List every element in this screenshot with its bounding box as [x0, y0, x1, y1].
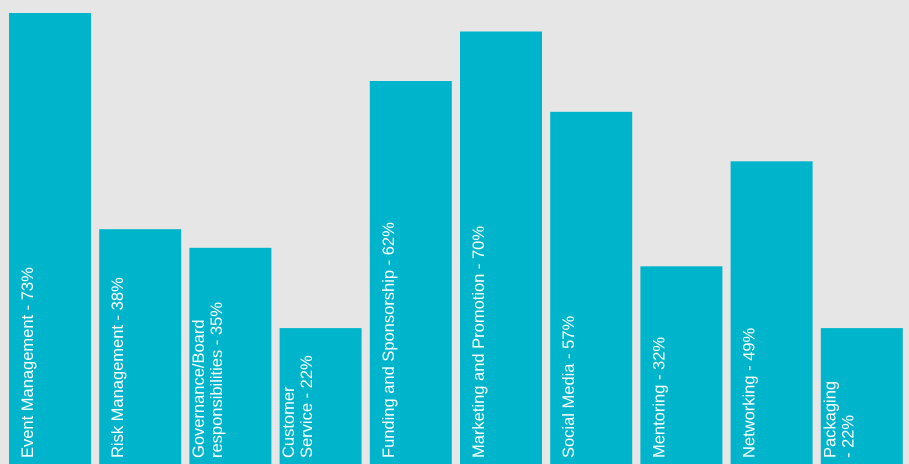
bar-label-9: Networking - 49% — [741, 327, 759, 458]
bar-label-line: Risk Management - 38% — [109, 277, 127, 458]
bar-label-line: Social Media - 57% — [560, 316, 578, 458]
bar-4 — [279, 328, 362, 464]
bar-label-line: Funding and Sponsorship - 62% — [380, 222, 398, 458]
bar-label-4: CustomerService - 22% — [280, 355, 316, 458]
bar-9 — [730, 161, 813, 464]
bar-label-line: Customer — [280, 386, 298, 458]
bar-label-line: Networking - 49% — [741, 327, 759, 458]
bar-10 — [820, 328, 903, 464]
bar-3 — [189, 247, 272, 464]
bar-2 — [99, 229, 182, 464]
bar-5 — [369, 81, 452, 464]
bar-label-line: Marketing and Promotion - 70% — [470, 226, 488, 458]
bar-label-6: Marketing and Promotion - 70% — [470, 226, 488, 458]
bar-label-line: Service - 22% — [298, 355, 316, 458]
bar-label-2: Risk Management - 38% — [109, 277, 127, 458]
bar-label-line: responsibilities - 35% — [208, 302, 226, 458]
bar-label-line: Packaging — [821, 381, 839, 458]
bar-label-line: Event Management - 73% — [19, 267, 37, 458]
bar-label-line: Governance/Board — [190, 319, 208, 458]
bar-7 — [550, 111, 633, 464]
bar-label-line: Mentoring - 32% — [650, 337, 668, 458]
bar-1 — [9, 13, 91, 464]
bar-label-8: Mentoring - 32% — [650, 337, 668, 458]
bars-group — [9, 13, 903, 464]
bar-8 — [640, 266, 723, 464]
bar-label-1: Event Management - 73% — [19, 267, 37, 458]
bar-labels-group: Event Management - 73% Risk Management - … — [19, 222, 857, 458]
bar-label-3: Governance/Boardresponsibilities - 35% — [190, 302, 226, 458]
bar-label-line: - 22% — [839, 415, 857, 458]
bar-6 — [460, 31, 542, 464]
bar-label-10: Packaging- 22% — [821, 381, 857, 458]
bar-label-7: Social Media - 57% — [560, 316, 578, 458]
bar-label-5: Funding and Sponsorship - 62% — [380, 222, 398, 458]
